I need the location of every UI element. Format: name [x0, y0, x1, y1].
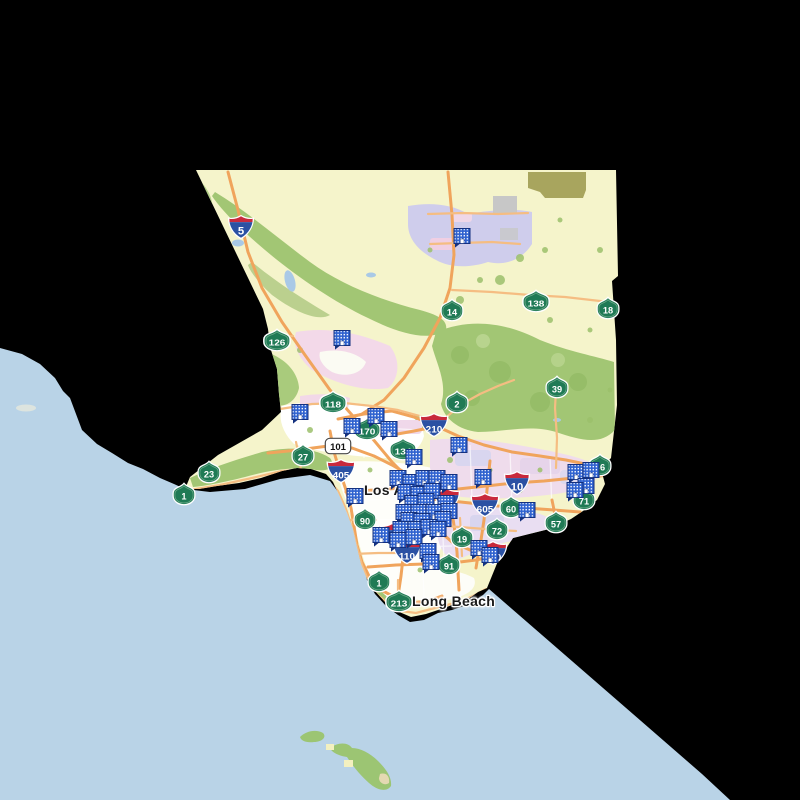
highway-shield-state-126-icon: 126	[263, 328, 292, 352]
highway-shield-state-1-icon: 1	[367, 569, 391, 593]
long-beach-urban	[398, 566, 475, 602]
svg-text:605: 605	[477, 505, 494, 515]
facility-building-marker-icon[interactable]	[440, 474, 458, 494]
highway-shield-state-23-icon: 23	[197, 460, 221, 484]
svg-text:18: 18	[603, 304, 613, 315]
svg-text:14: 14	[447, 306, 458, 317]
facility-building-marker-icon[interactable]	[389, 532, 407, 552]
svg-text:23: 23	[204, 468, 214, 479]
facility-building-marker-icon[interactable]	[474, 469, 492, 489]
north-mountains	[212, 192, 447, 336]
highway-shield-state-91-icon: 91	[437, 552, 461, 576]
svg-text:1: 1	[376, 577, 381, 588]
highway-shield-state-18-icon: 18	[596, 296, 620, 320]
svg-text:138: 138	[528, 299, 545, 308]
facility-building-marker-icon[interactable]	[346, 488, 364, 508]
highway-shield-interstate-10-icon: 10	[503, 470, 532, 497]
facility-building-marker-icon[interactable]	[343, 418, 361, 438]
svg-text:110: 110	[399, 552, 415, 562]
highway-shield-state-2-icon: 2	[445, 390, 469, 414]
svg-text:210: 210	[426, 425, 443, 435]
highway-shield-state-14-icon: 14	[440, 298, 464, 322]
svg-text:27: 27	[298, 451, 308, 462]
svg-text:90: 90	[360, 515, 370, 526]
highway-shield-state-72-icon: 72	[485, 517, 509, 541]
facility-building-marker-icon[interactable]	[518, 502, 536, 522]
highway-shield-interstate-210-icon: 210	[418, 412, 450, 439]
svg-text:2: 2	[454, 398, 459, 409]
facility-building-marker-icon[interactable]	[333, 330, 351, 350]
small-islet	[16, 404, 36, 412]
facility-building-marker-icon[interactable]	[481, 547, 499, 567]
facility-building-marker-icon[interactable]	[566, 482, 584, 502]
facility-building-marker-icon[interactable]	[405, 529, 423, 549]
svg-text:1: 1	[181, 490, 186, 501]
svg-text:5: 5	[238, 226, 244, 238]
highway-shield-us-101-icon: 101	[324, 437, 352, 455]
svg-text:10: 10	[511, 482, 524, 494]
svg-text:71: 71	[579, 495, 589, 506]
highway-shield-interstate-405-icon: 405	[325, 458, 357, 485]
svg-text:134: 134	[395, 447, 413, 456]
catalina-island	[300, 730, 392, 790]
svg-text:66: 66	[595, 461, 605, 472]
highway-shield-interstate-5-icon: 5	[227, 214, 256, 241]
highway-shield-interstate-605-icon: 605	[469, 492, 501, 519]
highway-shield-state-39-icon: 39	[545, 375, 569, 399]
facility-building-marker-icon[interactable]	[429, 521, 447, 541]
facility-building-marker-icon[interactable]	[567, 464, 585, 484]
highway-shield-state-1-icon: 1	[172, 482, 196, 506]
highway-shield-state-27-icon: 27	[291, 443, 315, 467]
svg-text:118: 118	[325, 400, 341, 409]
highway-shield-state-118-icon: 118	[319, 390, 348, 414]
svg-text:101: 101	[330, 442, 347, 453]
highway-shield-state-90-icon: 90	[353, 507, 377, 531]
facility-building-marker-icon[interactable]	[372, 527, 390, 547]
svg-text:19: 19	[457, 533, 467, 544]
facility-building-marker-icon[interactable]	[582, 462, 600, 482]
facility-building-marker-icon[interactable]	[450, 437, 468, 457]
svg-text:91: 91	[444, 560, 454, 571]
facility-building-marker-icon[interactable]	[405, 449, 423, 469]
facility-building-marker-icon[interactable]	[367, 408, 385, 428]
facility-building-marker-icon[interactable]	[291, 404, 309, 424]
svg-text:39: 39	[552, 383, 562, 394]
highway-shield-state-213-icon: 213	[385, 589, 414, 613]
svg-text:60: 60	[506, 503, 516, 514]
highway-shield-state-57-icon: 57	[544, 510, 568, 534]
san-gabriel-mountains	[432, 323, 615, 441]
facility-building-marker-icon[interactable]	[380, 421, 398, 441]
svg-text:170: 170	[359, 427, 376, 436]
highway-shield-state-138-icon: 138	[522, 289, 551, 313]
facility-building-marker-icon[interactable]	[415, 470, 433, 490]
svg-text:72: 72	[492, 525, 502, 536]
city-label: Long Beach	[412, 593, 496, 609]
svg-text:213: 213	[391, 599, 408, 608]
lakes	[232, 239, 561, 422]
highway-shield-state-60-icon: 60	[499, 495, 523, 519]
facility-building-marker-icon[interactable]	[453, 228, 471, 248]
highway-shield-state-19-icon: 19	[450, 525, 474, 549]
facility-building-marker-icon[interactable]	[422, 554, 440, 574]
olive-area	[528, 172, 586, 198]
svg-text:405: 405	[333, 471, 350, 481]
svg-text:126: 126	[269, 338, 286, 347]
svg-text:57: 57	[551, 518, 561, 529]
facility-building-marker-icon[interactable]	[389, 470, 407, 490]
